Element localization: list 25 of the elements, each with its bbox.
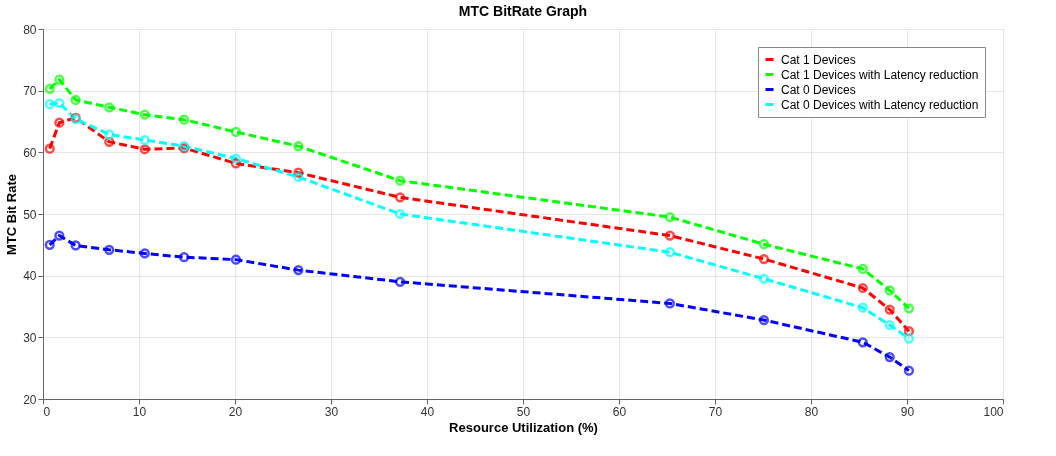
x-tick-label: 60 [612, 404, 627, 419]
x-tick-label: 20 [228, 404, 243, 419]
y-tick-label: 20 [23, 392, 37, 407]
y-tick-label: 80 [23, 22, 37, 37]
y-tick-label: 70 [23, 84, 37, 99]
x-tick-label: 80 [804, 404, 819, 419]
x-tick-label: 30 [324, 404, 339, 419]
x-tick-label: 0 [43, 404, 51, 419]
x-tick-label: 100 [983, 404, 1004, 419]
x-tick-label: 40 [420, 404, 435, 419]
y-tick-label: 30 [23, 330, 37, 345]
legend-label: Cat 1 Devices [781, 52, 856, 67]
legend-label: Cat 0 Devices with Latency reduction [781, 97, 979, 112]
y-tick-label: 60 [23, 145, 37, 160]
y-axis-title: MTC Bit Rate [4, 174, 20, 255]
legend-label: Cat 0 Devices [781, 82, 856, 97]
x-tick-label: 70 [708, 404, 723, 419]
x-tick-label: 90 [900, 404, 915, 419]
chart-title: MTC BitRate Graph [458, 3, 588, 19]
legend-label: Cat 1 Devices with Latency reduction [781, 67, 979, 82]
y-tick-label: 50 [23, 207, 37, 222]
x-axis-title: Resource Utilization (%) [449, 419, 598, 435]
x-tick-label: 10 [132, 404, 147, 419]
y-tick-label: 40 [23, 269, 37, 284]
x-tick-label: 50 [516, 404, 531, 419]
